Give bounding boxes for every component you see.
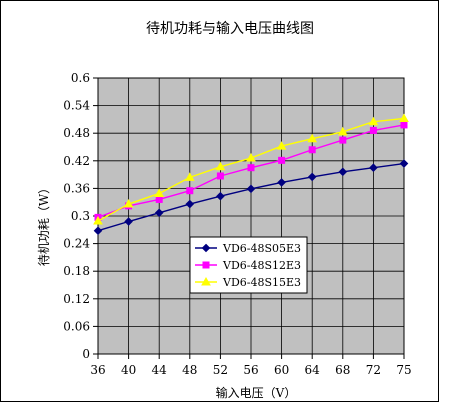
data-point	[154, 208, 164, 218]
x-tick-label: 56	[243, 363, 258, 377]
x-axis-label: 输入电压（V）	[216, 385, 297, 400]
data-point	[184, 172, 195, 181]
y-tick-label: 0.12	[63, 292, 90, 306]
y-tick-label: 0.48	[63, 126, 90, 140]
data-point	[215, 161, 226, 171]
data-point	[123, 199, 134, 208]
data-point	[124, 217, 133, 226]
x-tick-label: 36	[90, 363, 105, 377]
legend: VD6-48S05E3 VD6-48S12E3 VD6-48S15E3	[189, 236, 308, 294]
data-point	[247, 164, 255, 172]
data-point	[186, 187, 194, 195]
legend-swatch-marker	[201, 243, 211, 253]
y-tick-label: 0.6	[71, 71, 90, 85]
data-point	[246, 153, 256, 162]
x-tick-label: 72	[366, 363, 381, 377]
y-tick-label: 0.06	[63, 319, 90, 333]
data-point	[399, 113, 409, 122]
y-tick-label: 0.3	[71, 209, 90, 223]
data-point	[369, 126, 377, 134]
data-point	[399, 159, 409, 168]
data-point	[216, 172, 224, 180]
x-tick-label: 64	[305, 363, 321, 377]
legend-swatch-marker	[202, 261, 210, 269]
data-point	[246, 184, 256, 194]
data-point	[154, 188, 165, 197]
x-tick-label: 44	[152, 363, 168, 377]
data-point	[185, 199, 195, 209]
x-tick-label: 75	[396, 363, 411, 377]
data-point	[216, 191, 225, 201]
chart-title: 待机功耗与输入电压曲线图	[146, 21, 314, 37]
data-point	[276, 141, 287, 150]
legend-label: VD6-48S12E3	[222, 259, 301, 272]
legend-label: VD6-48S15E3	[222, 276, 301, 289]
data-point	[155, 195, 163, 203]
y-tick-label: 0.36	[63, 181, 90, 195]
y-tick-label: 0.42	[63, 154, 90, 168]
data-point	[338, 167, 348, 177]
x-tick-label: 40	[121, 363, 136, 377]
data-point	[339, 136, 347, 144]
y-tick-label: 0.54	[63, 99, 90, 113]
y-tick-label: 0.18	[63, 264, 90, 278]
data-point	[277, 178, 286, 187]
data-point	[307, 133, 318, 143]
data-point	[369, 163, 378, 173]
data-point	[278, 156, 286, 164]
x-tick-label: 60	[274, 363, 289, 377]
x-tick-label: 68	[335, 363, 350, 377]
legend-swatch-marker	[201, 276, 211, 286]
x-tick-label: 48	[182, 363, 197, 377]
data-point	[308, 146, 316, 154]
plot-area: 0 0.06 0.12 0.18 0.24 0.3 0.36 0.42 0.48 0.54 0.6 3…	[63, 71, 411, 377]
data-point	[93, 226, 103, 236]
x-tick-label: 52	[213, 363, 228, 377]
y-tick-label: 0.24	[63, 237, 90, 251]
data-point	[400, 121, 408, 129]
y-tick-label: 0	[82, 347, 90, 361]
data-point	[337, 126, 348, 136]
data-point	[93, 216, 103, 225]
legend-label: VD6-48S05E3	[222, 242, 301, 255]
data-point	[307, 172, 317, 182]
data-point	[368, 116, 379, 126]
y-axis-label: 待机功耗（W）	[37, 182, 51, 266]
